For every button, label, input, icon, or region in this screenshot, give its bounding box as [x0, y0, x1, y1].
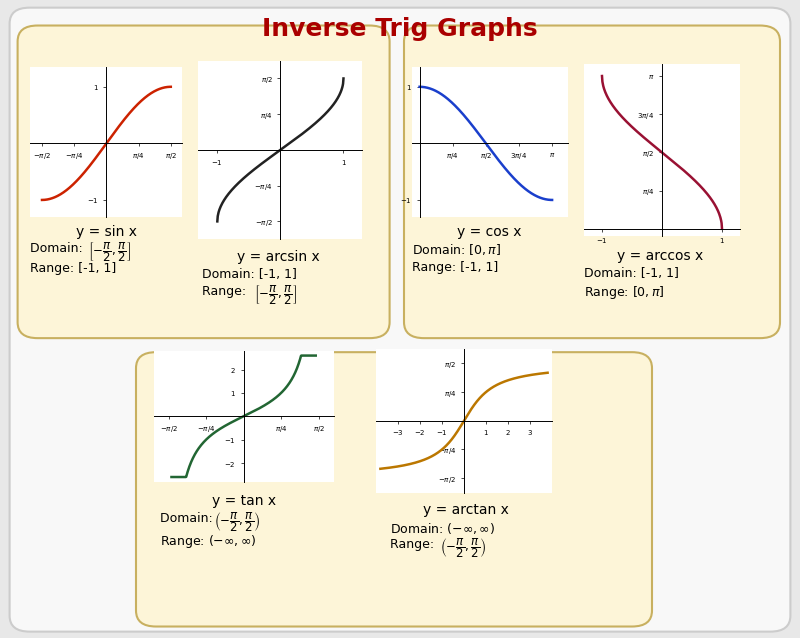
Text: Range: [-1, 1]: Range: [-1, 1]	[30, 262, 117, 274]
FancyBboxPatch shape	[404, 26, 780, 338]
Text: Domain:: Domain:	[30, 242, 87, 255]
Text: y = arcsin x: y = arcsin x	[237, 250, 320, 264]
Text: y = arccos x: y = arccos x	[617, 249, 703, 263]
Text: y = tan x: y = tan x	[212, 494, 276, 508]
Text: $\left[-\dfrac{\pi}{2},\dfrac{\pi}{2}\right]$: $\left[-\dfrac{\pi}{2},\dfrac{\pi}{2}\ri…	[88, 241, 131, 264]
Text: Range:: Range:	[202, 285, 250, 298]
Text: Domain: $(-\infty,\infty)$: Domain: $(-\infty,\infty)$	[390, 521, 494, 536]
FancyBboxPatch shape	[136, 352, 652, 627]
Text: Domain: [-1, 1]: Domain: [-1, 1]	[584, 267, 679, 279]
Text: $\left(-\dfrac{\pi}{2},\dfrac{\pi}{2}\right)$: $\left(-\dfrac{\pi}{2},\dfrac{\pi}{2}\ri…	[214, 510, 261, 534]
Text: $\left[-\dfrac{\pi}{2},\dfrac{\pi}{2}\right]$: $\left[-\dfrac{\pi}{2},\dfrac{\pi}{2}\ri…	[254, 283, 298, 307]
Text: y = sin x: y = sin x	[76, 225, 137, 239]
FancyBboxPatch shape	[18, 26, 390, 338]
FancyBboxPatch shape	[10, 8, 790, 632]
Text: Domain: $[0,\pi]$: Domain: $[0,\pi]$	[412, 242, 502, 258]
Text: Domain:: Domain:	[160, 512, 217, 525]
Text: $\left(-\dfrac{\pi}{2},\dfrac{\pi}{2}\right)$: $\left(-\dfrac{\pi}{2},\dfrac{\pi}{2}\ri…	[440, 536, 486, 560]
Text: Range: $[0,\pi]$: Range: $[0,\pi]$	[584, 284, 665, 301]
Text: Range: [-1, 1]: Range: [-1, 1]	[412, 261, 498, 274]
Text: Inverse Trig Graphs: Inverse Trig Graphs	[262, 17, 538, 41]
Text: y = cos x: y = cos x	[458, 225, 522, 239]
Text: y = arctan x: y = arctan x	[422, 503, 509, 517]
Text: Domain: [-1, 1]: Domain: [-1, 1]	[202, 268, 298, 281]
Text: Range:: Range:	[390, 538, 438, 551]
Text: Range: $(-\infty,\infty)$: Range: $(-\infty,\infty)$	[160, 533, 257, 550]
